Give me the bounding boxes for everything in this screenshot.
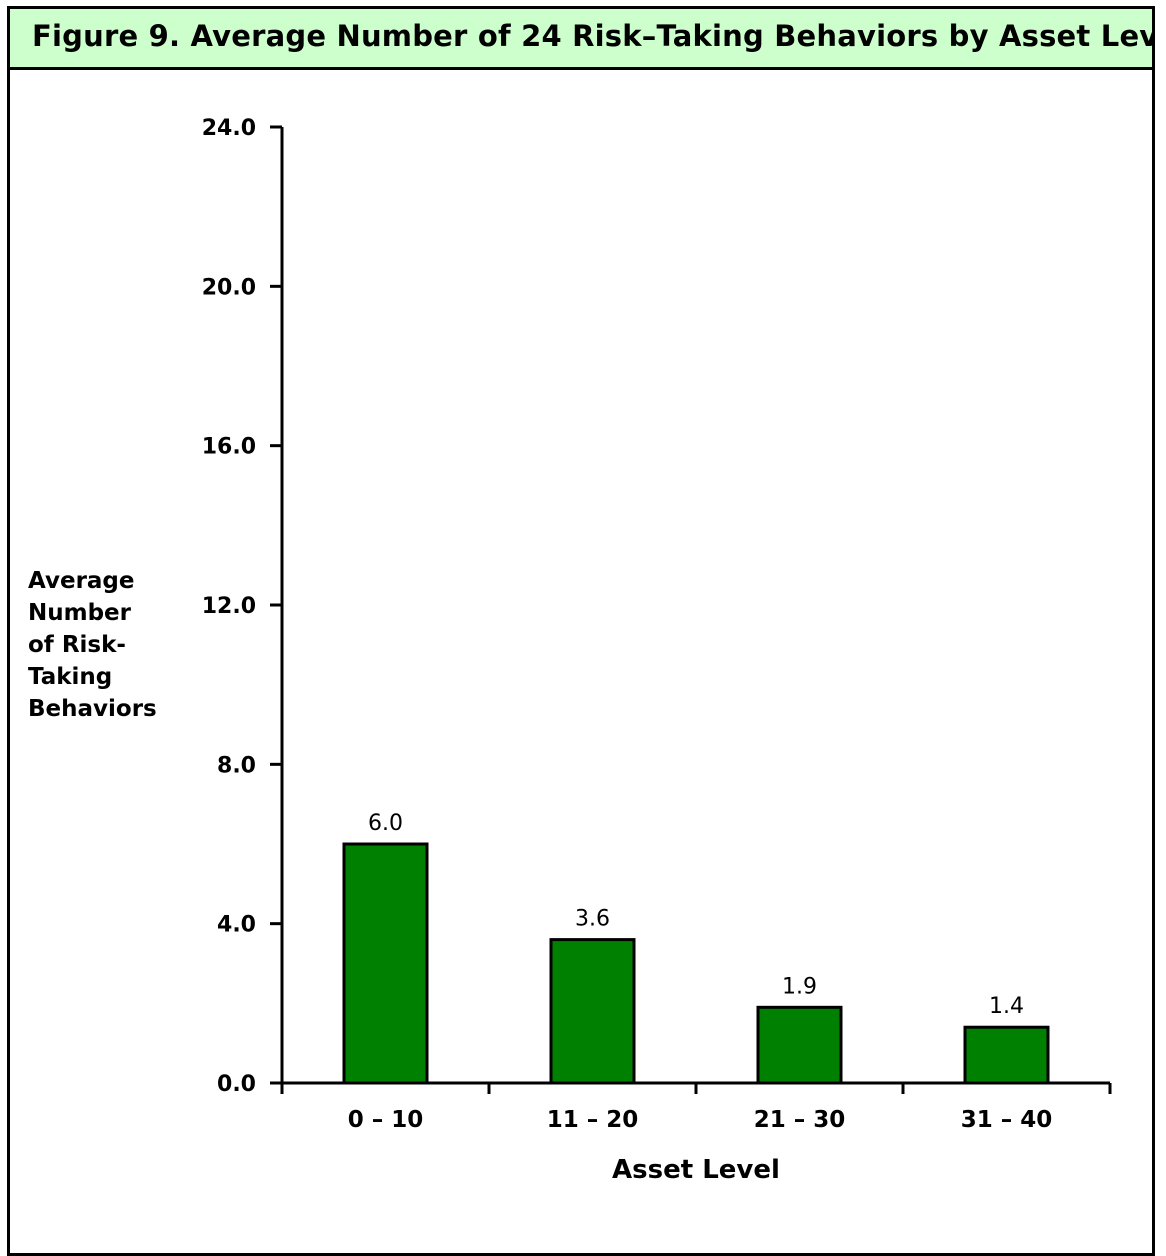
y-tick-label: 12.0 bbox=[202, 594, 256, 619]
bar bbox=[756, 1005, 843, 1085]
x-tick-label: 21 – 30 bbox=[754, 1107, 846, 1133]
y-tick-label: 20.0 bbox=[202, 275, 256, 300]
y-axis-label: Average Number of Risk- Taking Behaviors bbox=[28, 568, 157, 722]
bar-value-label: 1.4 bbox=[989, 994, 1024, 1019]
bar-value-label: 1.9 bbox=[782, 974, 817, 999]
x-tick-label: 0 – 10 bbox=[348, 1107, 424, 1133]
x-tick-label: 11 – 20 bbox=[547, 1107, 639, 1133]
x-tick-label: 31 – 40 bbox=[961, 1107, 1053, 1133]
figure-title-bar: Figure 9. Average Number of 24 Risk–Taki… bbox=[10, 9, 1152, 70]
y-tick-label: 8.0 bbox=[217, 753, 256, 778]
y-tick-label: 16.0 bbox=[202, 435, 256, 460]
bar-value-label: 6.0 bbox=[368, 811, 403, 836]
y-tick-label: 4.0 bbox=[217, 913, 256, 938]
y-tick-label: 0.0 bbox=[217, 1072, 256, 1097]
chart-title: Figure 9. Average Number of 24 Risk–Taki… bbox=[32, 19, 1152, 53]
y-tick-label: 24.0 bbox=[202, 116, 256, 141]
bar bbox=[963, 1025, 1050, 1085]
bar bbox=[549, 938, 636, 1085]
x-axis-label: Asset Level bbox=[612, 1155, 780, 1185]
bar bbox=[342, 842, 429, 1085]
bar-value-label: 3.6 bbox=[575, 907, 610, 932]
figure-frame: Figure 9. Average Number of 24 Risk–Taki… bbox=[7, 6, 1155, 1256]
